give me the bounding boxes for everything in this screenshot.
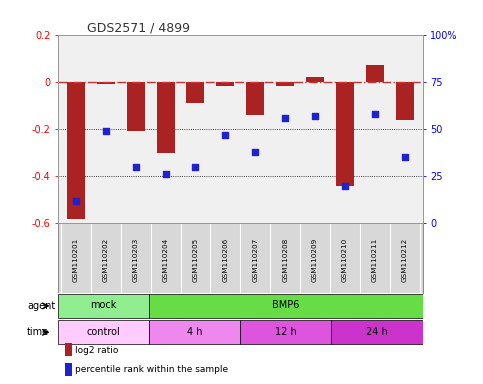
Bar [97, 82, 115, 84]
Text: percentile rank within the sample: percentile rank within the sample [75, 365, 228, 374]
Bar [127, 82, 144, 131]
Text: mock: mock [90, 300, 117, 310]
Bar [186, 82, 204, 103]
Point [222, 132, 229, 138]
Bar [336, 82, 354, 185]
Text: GSM110208: GSM110208 [282, 237, 288, 281]
Text: GSM110206: GSM110206 [222, 237, 228, 281]
Bar [65, 362, 72, 376]
Bar [65, 343, 72, 356]
Bar [331, 320, 423, 344]
Bar [396, 82, 413, 119]
Text: GSM110209: GSM110209 [312, 237, 318, 281]
Bar [246, 82, 264, 115]
Bar [149, 294, 423, 318]
Bar [58, 294, 149, 318]
Point [192, 164, 199, 170]
Bar [149, 320, 241, 344]
Bar [156, 82, 174, 152]
Bar [276, 82, 294, 86]
Point [371, 111, 379, 117]
Text: GSM110203: GSM110203 [133, 237, 139, 281]
Point [72, 198, 80, 204]
Text: agent: agent [27, 301, 55, 311]
Point [251, 149, 259, 155]
Bar [67, 82, 85, 219]
Point [341, 182, 349, 189]
Point [281, 114, 289, 121]
Point [162, 171, 170, 177]
Bar [241, 320, 331, 344]
Text: time: time [27, 327, 49, 337]
Text: GSM110212: GSM110212 [402, 237, 408, 281]
Text: GDS2571 / 4899: GDS2571 / 4899 [87, 22, 190, 35]
Bar [366, 65, 384, 82]
Text: GSM110211: GSM110211 [372, 237, 378, 281]
Text: 12 h: 12 h [275, 327, 297, 337]
Text: log2 ratio: log2 ratio [75, 346, 119, 354]
Point [311, 113, 319, 119]
Text: control: control [86, 327, 120, 337]
Text: GSM110205: GSM110205 [192, 237, 199, 281]
Bar [306, 77, 324, 82]
Text: BMP6: BMP6 [272, 300, 299, 310]
Bar [58, 320, 149, 344]
Point [102, 128, 110, 134]
Text: 24 h: 24 h [366, 327, 388, 337]
Text: GSM110201: GSM110201 [73, 237, 79, 281]
Point [132, 164, 140, 170]
Bar [216, 82, 234, 86]
Text: GSM110210: GSM110210 [342, 237, 348, 281]
Text: GSM110207: GSM110207 [252, 237, 258, 281]
Point [401, 154, 409, 161]
Text: 4 h: 4 h [187, 327, 202, 337]
Text: GSM110202: GSM110202 [103, 237, 109, 281]
Text: GSM110204: GSM110204 [163, 237, 169, 281]
